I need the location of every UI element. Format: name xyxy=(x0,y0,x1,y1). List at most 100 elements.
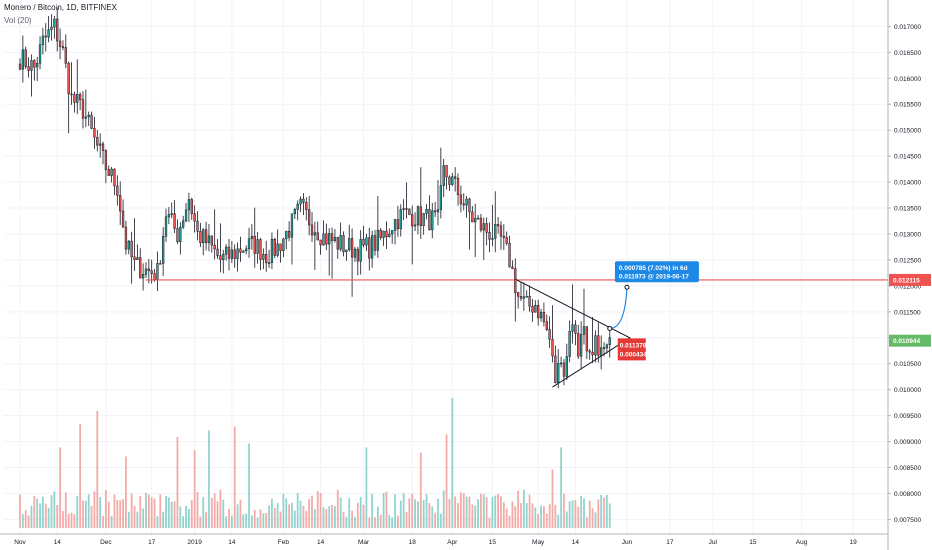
volume-bar xyxy=(534,507,537,528)
volume-bar xyxy=(434,512,437,528)
candle-body xyxy=(113,168,116,187)
candle-body xyxy=(565,356,568,377)
candle-body xyxy=(170,213,173,215)
y-tick-label: 0.008000 xyxy=(894,491,921,498)
candle-body xyxy=(265,254,268,264)
candle-body xyxy=(299,198,302,205)
volume-bar xyxy=(311,495,313,528)
candle-body xyxy=(585,326,588,352)
candle-body xyxy=(431,210,434,231)
volume-bar xyxy=(371,493,374,528)
y-tick-label: 0.009000 xyxy=(894,439,921,446)
volume-bar xyxy=(36,498,39,528)
volume-bar xyxy=(271,498,273,528)
x-tick-label: Aug xyxy=(796,539,808,546)
volume-bar xyxy=(84,500,87,528)
volume-bar xyxy=(394,494,396,528)
volume-bar xyxy=(462,493,465,528)
projection-title: 0.000785 (7.02%) in 6d xyxy=(619,265,688,272)
volume-bar xyxy=(47,507,50,528)
candle-body xyxy=(362,239,365,246)
candle-body xyxy=(58,40,62,47)
volume-bar xyxy=(417,501,419,528)
volume-bar xyxy=(491,496,494,528)
candle-body xyxy=(336,237,339,250)
volume-bar xyxy=(133,506,136,528)
candle-body xyxy=(491,238,494,240)
volume-bar xyxy=(348,498,351,528)
x-tick-label: Jun xyxy=(622,539,633,546)
candle-body xyxy=(219,255,222,261)
candle-body xyxy=(353,248,357,258)
y-tick-label: 0.014000 xyxy=(894,180,921,187)
volume-bar xyxy=(173,501,176,528)
volume-bar xyxy=(525,503,528,528)
volume-bar xyxy=(557,514,560,528)
candle-body xyxy=(202,229,205,244)
chart-grid xyxy=(4,0,888,534)
candle-body xyxy=(99,143,102,146)
candle-body xyxy=(144,268,148,275)
x-tick-label: 14 xyxy=(572,539,580,546)
volume-bar xyxy=(202,496,205,528)
volume-bar xyxy=(102,515,104,528)
volume-bar xyxy=(239,499,242,528)
candle-body xyxy=(179,226,182,243)
candle-body xyxy=(30,60,33,71)
volume-bar xyxy=(502,502,505,528)
candle-body xyxy=(545,321,548,330)
volume-bar xyxy=(354,516,356,528)
candle-body xyxy=(319,239,322,246)
volume-bar xyxy=(225,516,228,528)
volume-bar xyxy=(188,508,190,528)
volume-bar xyxy=(583,498,585,528)
candle-body xyxy=(76,94,79,103)
volume-bar xyxy=(308,499,311,528)
volume-bar xyxy=(328,506,331,528)
projection-path xyxy=(609,287,628,330)
x-tick-label: 15 xyxy=(749,539,757,546)
volume-bar xyxy=(419,452,422,528)
x-tick-label: 17 xyxy=(148,539,156,546)
volume-bar xyxy=(374,517,376,528)
candle-body xyxy=(471,211,474,223)
candle-body xyxy=(110,168,113,176)
candle-body xyxy=(133,256,136,261)
candle-body xyxy=(38,44,42,64)
candle-body xyxy=(411,214,414,227)
volume-bar xyxy=(356,502,359,528)
candle-body xyxy=(388,233,391,238)
volume-bar xyxy=(359,496,362,528)
candle-body xyxy=(210,235,213,246)
candle-body xyxy=(182,220,185,228)
candle-body xyxy=(213,244,216,250)
volume-bar xyxy=(517,490,520,528)
candle-body xyxy=(282,238,285,251)
candle-body xyxy=(253,235,256,254)
candle-body xyxy=(328,233,331,245)
volume-bar xyxy=(39,503,41,528)
candle-body xyxy=(322,233,325,246)
volume-bar xyxy=(431,506,434,528)
candle-body xyxy=(293,209,296,214)
volume-bar xyxy=(139,495,142,528)
candle-body xyxy=(525,295,528,298)
volume-bar xyxy=(279,511,282,528)
level-box xyxy=(617,338,646,361)
y-tick-label: 0.012000 xyxy=(894,283,921,290)
y-tick-label: 0.013000 xyxy=(894,231,921,238)
volume-bar xyxy=(351,510,353,528)
candle-body xyxy=(279,243,282,251)
volume-bar xyxy=(64,492,67,528)
candle-body xyxy=(90,114,93,129)
volume-bar xyxy=(568,501,571,528)
candle-body xyxy=(474,217,477,223)
candle-body xyxy=(153,273,156,280)
volume-bar xyxy=(208,430,210,528)
candle-body xyxy=(396,219,400,230)
x-tick-label: Jul xyxy=(709,539,718,546)
candle-body xyxy=(416,206,420,226)
candle-body xyxy=(204,229,208,243)
candle-body xyxy=(316,232,319,241)
